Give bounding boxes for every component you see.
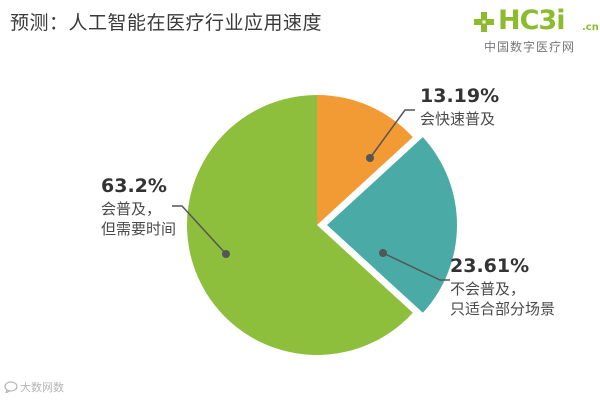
slice-value-label-0: 13.19% bbox=[420, 85, 499, 107]
slice-value-label-2: 63.2% bbox=[101, 175, 167, 197]
chat-bubble-icon bbox=[4, 381, 18, 393]
leader-line-1 bbox=[382, 252, 450, 281]
slice-description-2-1: 但需要时间 bbox=[101, 220, 176, 238]
green-cross-icon bbox=[474, 12, 494, 32]
leader-dot-1 bbox=[379, 249, 387, 257]
leader-dot-0 bbox=[366, 154, 374, 162]
logo-brand-text: HC3i bbox=[498, 5, 565, 36]
slice-description-1-1: 只适合部分场景 bbox=[450, 300, 555, 318]
logo-domain-suffix: .cn bbox=[582, 22, 599, 33]
logo-tagline: 中国数字医疗网 bbox=[484, 40, 576, 54]
watermark-text: 大数网数 bbox=[20, 381, 64, 394]
brand-logo: HC3i .cn 中国数字医疗网 bbox=[468, 4, 599, 56]
watermark: 大数网数 bbox=[4, 379, 64, 395]
slice-description-0-0: 会快速普及 bbox=[420, 110, 495, 128]
slice-description-2-0: 会普及， bbox=[101, 200, 161, 218]
leader-line-2 bbox=[172, 205, 227, 255]
pie-slice-1 bbox=[327, 137, 457, 313]
chart-title: 预测：人工智能在医疗行业应用速度 bbox=[10, 12, 323, 34]
slice-value-label-1: 23.61% bbox=[450, 255, 529, 277]
pie-slice-2 bbox=[187, 95, 413, 355]
leader-line-0 bbox=[369, 109, 415, 159]
slice-description-1-0: 不会普及， bbox=[450, 280, 525, 298]
leader-dot-2 bbox=[222, 250, 230, 258]
pie-slice-0 bbox=[317, 95, 413, 225]
